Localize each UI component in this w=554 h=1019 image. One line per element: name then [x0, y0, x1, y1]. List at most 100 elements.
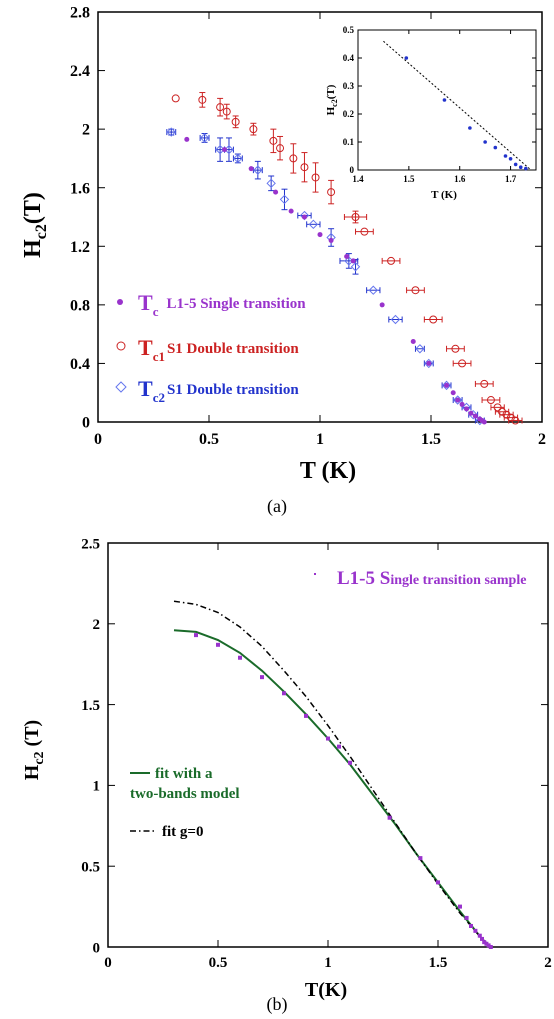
- panel-a-dot-point: [317, 232, 323, 238]
- panel-a-circle-point: [216, 103, 225, 112]
- panel-b-caption: (b): [267, 994, 288, 1015]
- panel-b-data-point: [337, 744, 341, 749]
- panel-b-data-point: [326, 736, 330, 741]
- inset-x-tick-label: 1.5: [403, 174, 415, 184]
- fit-g0-curve: [173, 600, 492, 948]
- inset-data-point: [493, 145, 498, 150]
- panel-a-circle-point: [198, 95, 207, 104]
- legend-marker-point: [314, 573, 316, 575]
- panel-a-x-tick-label: 1: [316, 431, 324, 448]
- panel-a-diamond-point: [166, 127, 176, 137]
- inset-y-tick-label: 0.5: [343, 25, 355, 35]
- panel-a-circle-point: [327, 188, 336, 197]
- legend-entry-tc1: Tc1 S1 Double transition: [116, 335, 299, 364]
- panel-a-diamond-point: [441, 380, 452, 391]
- panel-b-data-point: [387, 815, 392, 820]
- panel-a-circle-point: [458, 359, 467, 368]
- fit-two-band-curve: [173, 629, 492, 948]
- panel-a-circle-point: [249, 125, 258, 134]
- panel-a-dot-point: [184, 136, 190, 142]
- panel-a-caption: (a): [267, 496, 287, 517]
- panel-a-circle-point: [276, 144, 285, 153]
- panel-b-data-point: [436, 880, 440, 885]
- panel-a-circle-point: [360, 227, 369, 236]
- panel-a-dot-point: [248, 166, 254, 172]
- panel-a-diamond-point: [299, 210, 310, 221]
- panel-a-circle-point: [451, 344, 460, 353]
- panel-b-y-axis-label: Hc2 (T): [21, 720, 47, 780]
- legend-entry-tc2: Tc2 S1 Double transition: [115, 376, 299, 405]
- panel-a-circle-point: [171, 94, 180, 103]
- panel-b-data-point: [477, 933, 482, 938]
- panel-b-y-tick-label: 1.5: [81, 698, 100, 714]
- panel-a-diamond-point: [424, 358, 434, 369]
- inset-fit-line: [383, 40, 532, 171]
- inset-y-tick-label: 0.1: [343, 137, 355, 147]
- inset-x-tick-label: 1.7: [505, 174, 517, 184]
- inset-x-axis-label: T (K): [431, 189, 457, 201]
- panel-a-circle-point: [493, 403, 502, 412]
- inset-y-tick-label: 0.3: [343, 81, 355, 91]
- legend-label-tc1: Tc1 S1 Double transition: [138, 335, 299, 364]
- inset-y-axis: 0 0.1 0.2 0.3 0.4 0.5: [343, 25, 536, 175]
- panel-a-dot-point: [455, 397, 461, 403]
- panel-b-data-point: [458, 904, 462, 909]
- panel-b-data-point: [260, 675, 264, 680]
- panel-a-circle-point: [269, 136, 278, 145]
- panel-b-data-point: [480, 936, 484, 941]
- panel-a-y-tick-label: 2.4: [70, 63, 90, 80]
- panel-a-y-tick-label: 0.4: [70, 356, 90, 373]
- inset-x-axis: 1.4 1.5 1.6 1.7: [352, 30, 517, 184]
- panel-a-y-tick-label: 2: [82, 122, 90, 139]
- panel-a-diamond-point: [253, 165, 263, 175]
- inset-data-point: [524, 166, 528, 171]
- inset-data-point: [468, 126, 472, 130]
- panel-a-circle-point: [351, 213, 360, 221]
- panel-a-dot-point: [288, 208, 294, 214]
- panel-a-dot-point: [350, 258, 356, 264]
- panel-a-dot-point: [459, 401, 465, 407]
- panel-a-diamond-point: [279, 194, 290, 205]
- panel-a: 0 0.5 1 1.5 2 0 0.4 0.8 1.2 1.6 2 2.4 2.8 Hc2(T) T …: [20, 5, 546, 517]
- panel-b-data-point: [194, 633, 198, 638]
- panel-a-circle-point: [387, 256, 396, 265]
- inset-y-tick-label: 0.4: [343, 53, 355, 63]
- panel-b-data-point: [304, 713, 308, 718]
- legend-label-two-band-1: fit with a: [155, 766, 213, 782]
- panel-a-diamond-point: [350, 262, 361, 272]
- panel-b-data-point: [473, 928, 478, 933]
- panel-a-circle-point: [480, 379, 489, 388]
- panel-a-diamond-point: [452, 395, 463, 405]
- panel-b-data-point: [482, 940, 487, 945]
- panel-b-plot-frame: [107, 542, 549, 948]
- panel-a-diamond-point: [199, 133, 210, 143]
- panel-b-x-tick-label: 2: [544, 955, 552, 971]
- panel-a-circle-point: [511, 416, 520, 425]
- panel-b-x-tick-label: 0: [104, 955, 112, 971]
- panel-a-y-axis: 0 0.4 0.8 1.2 1.6 2 2.4 2.8: [70, 5, 542, 432]
- panel-a-y-tick-label: 2.8: [70, 5, 90, 22]
- legend-label-tc2: Tc2 S1 Double transition: [138, 376, 299, 405]
- panel-a-diamond-point: [233, 153, 243, 164]
- panel-b-data-marks: [173, 600, 493, 949]
- panel-a-dot-point: [379, 302, 385, 308]
- panel-a-circle-point: [311, 173, 320, 182]
- inset-y-tick-label: 0.2: [343, 109, 355, 119]
- inset-x-tick-label: 1.6: [454, 174, 466, 184]
- panel-a-legend: Tc L1-5 Single transition Tc1 S1 Double tr…: [115, 290, 306, 405]
- panel-b-data-point: [282, 691, 286, 696]
- panel-b-y-axis: 0 0.5 1 1.5 2 2.5: [81, 536, 548, 956]
- panel-a-circle-point: [289, 154, 298, 163]
- panel-b-y-tick-label: 1: [93, 779, 101, 795]
- panel-a-circle-point: [429, 315, 438, 324]
- legend-label-two-band-2: two-bands model: [130, 786, 240, 802]
- panel-a-circle-point: [300, 163, 309, 172]
- panel-b-y-tick-label: 2.5: [81, 536, 100, 552]
- panel-a-dot-point: [273, 189, 279, 195]
- panel-b-data-point: [418, 856, 423, 861]
- inset-data-point: [503, 154, 508, 158]
- panel-b-y-tick-label: 0: [93, 940, 101, 956]
- panel-a-circle-point: [231, 117, 240, 126]
- inset-data-point: [483, 140, 487, 144]
